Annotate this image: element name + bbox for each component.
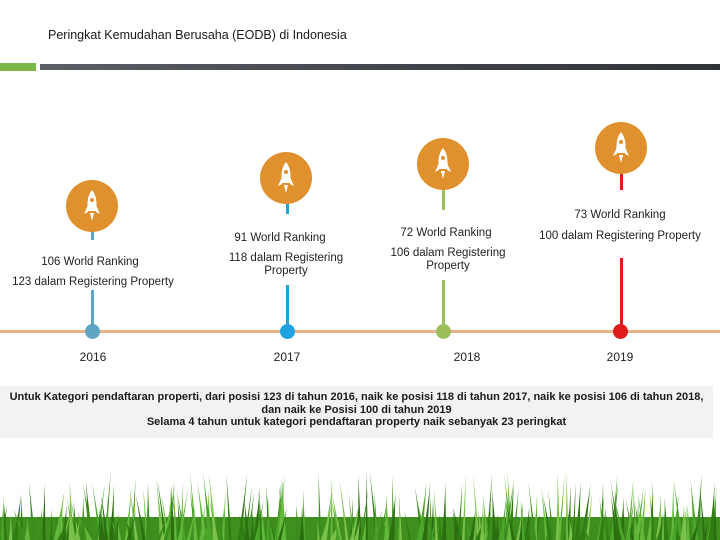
page-title: Peringkat Kemudahan Berusaha (EODB) di I… xyxy=(48,28,347,42)
node-2018 xyxy=(436,324,451,339)
rocket-medal-2017 xyxy=(260,152,312,204)
summary-box: Untuk Kategori pendaftaran properti, dar… xyxy=(0,386,713,438)
year-2018: 2018 xyxy=(453,350,481,364)
rocket-icon xyxy=(84,190,100,221)
world-ranking-2019: 73 World Ranking xyxy=(574,209,666,221)
rocket-medal-2018 xyxy=(417,138,469,190)
stem-2018-lower xyxy=(442,280,445,330)
year-2017: 2017 xyxy=(273,350,301,364)
node-2016 xyxy=(85,324,100,339)
header-bar xyxy=(0,63,720,71)
stem-2018-upper xyxy=(442,186,445,210)
stem-2019-upper xyxy=(620,172,623,190)
grass-decoration xyxy=(0,470,720,540)
registering-2018: 106 dalam Registering Property xyxy=(390,247,506,272)
registering-2019: 100 dalam Registering Property xyxy=(539,230,701,242)
rocket-icon xyxy=(435,148,451,179)
year-2016: 2016 xyxy=(79,350,107,364)
year-2019: 2019 xyxy=(606,350,634,364)
world-ranking-2018: 72 World Ranking xyxy=(400,227,492,239)
registering-2017: 118 dalam Registering Property xyxy=(228,252,344,277)
world-ranking-2016: 106 World Ranking xyxy=(41,256,139,268)
stem-2016-lower xyxy=(91,290,94,330)
rocket-medal-2019 xyxy=(595,122,647,174)
stem-2016-upper xyxy=(91,228,94,240)
summary-line-2: Selama 4 tahun untuk kategori pendaftara… xyxy=(146,416,567,428)
node-2019 xyxy=(613,324,628,339)
registering-2016: 123 dalam Registering Property xyxy=(12,276,174,288)
node-2017 xyxy=(280,324,295,339)
timeline-line xyxy=(0,330,720,333)
stem-2019-lower xyxy=(620,258,623,330)
rocket-icon xyxy=(278,162,294,193)
stem-2017-lower xyxy=(286,285,289,330)
header-bar-accent xyxy=(0,63,36,71)
summary-line-1: Untuk Kategori pendaftaran properti, dar… xyxy=(9,391,704,416)
rocket-medal-2016 xyxy=(66,180,118,232)
world-ranking-2017: 91 World Ranking xyxy=(234,232,326,244)
rocket-icon xyxy=(613,132,629,163)
stem-2017-upper xyxy=(286,200,289,214)
header-bar-dark xyxy=(40,64,720,70)
